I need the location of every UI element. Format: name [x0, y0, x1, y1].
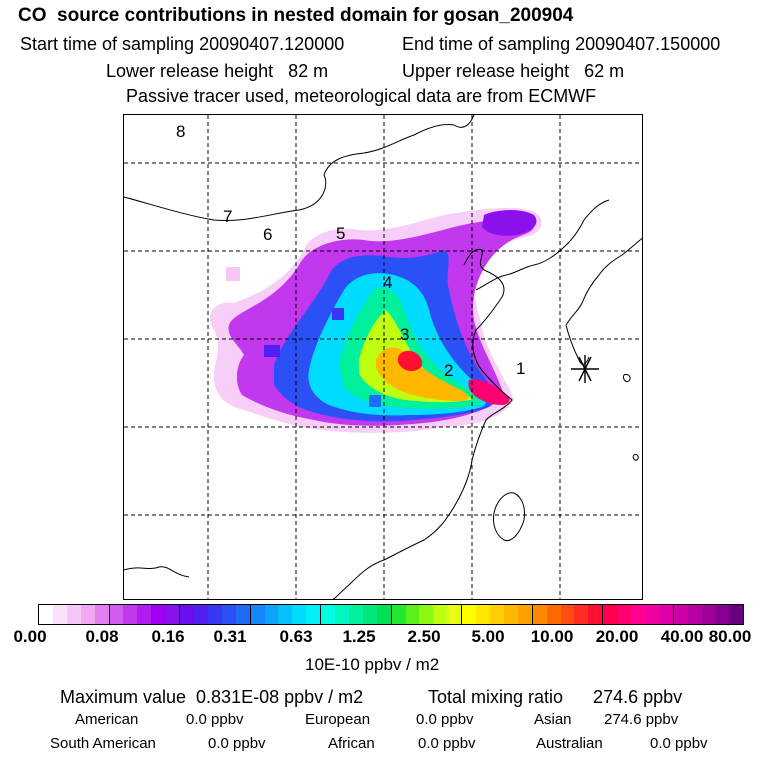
- lower-release-height: Lower release height 82 m: [106, 61, 329, 81]
- colorbar-segment: [658, 605, 674, 624]
- colorbar-tick: 2.50: [407, 627, 441, 646]
- colorbar-segment: [546, 605, 561, 624]
- source-south-american-value: 0.0 ppbv: [208, 735, 266, 752]
- map-panel: 1 2 3 4 5 6 7 8: [123, 114, 643, 600]
- colorbar-segment: [729, 605, 744, 624]
- colorbar-segment: [447, 605, 463, 624]
- region-label-1: 1: [516, 359, 526, 378]
- colorbar-tick: 0.31: [213, 627, 247, 646]
- start-time: Start time of sampling 20090407.120000: [20, 34, 345, 54]
- colorbar-segment: [701, 605, 716, 624]
- colorbar-segment: [278, 605, 293, 624]
- colorbar-tick: 80.00: [708, 627, 752, 646]
- map-canvas: [124, 115, 642, 599]
- colorbar-tick: 0.08: [85, 627, 119, 646]
- colorbar-segment: [66, 605, 81, 624]
- colorbar-segment: [588, 605, 604, 624]
- colorbar-segment: [180, 605, 194, 624]
- colorbar-segment: [321, 605, 336, 624]
- colorbar-segment: [405, 605, 420, 624]
- colorbar-segment: [715, 605, 730, 624]
- colorbar-segment: [348, 605, 363, 624]
- plot-title: CO source contributions in nested domain…: [18, 5, 574, 26]
- colorbar-segment: [94, 605, 110, 624]
- source-european-value: 0.0 ppbv: [416, 711, 474, 728]
- colorbar-segment: [250, 605, 265, 624]
- colorbar-segment: [419, 605, 434, 624]
- source-african-value: 0.0 ppbv: [418, 735, 476, 752]
- colorbar-segment: [80, 605, 95, 624]
- coastline: [124, 115, 642, 599]
- colorbar-segment: [207, 605, 222, 624]
- end-time: End time of sampling 20090407.150000: [402, 34, 721, 54]
- colorbar-segment: [376, 605, 392, 624]
- source-australian-value: 0.0 ppbv: [650, 735, 708, 752]
- colorbar-segment: [617, 605, 632, 624]
- colorbar-tick: 10.00: [530, 627, 574, 646]
- region-label-6: 6: [263, 225, 273, 244]
- colorbar-tick: 40.00: [660, 627, 704, 646]
- colorbar-segment: [532, 605, 547, 624]
- colorbar-segment: [292, 605, 307, 624]
- concentration-plume: [210, 207, 542, 433]
- colorbar-segment: [391, 605, 406, 624]
- colorbar-segment: [517, 605, 533, 624]
- colorbar-segment: [221, 605, 236, 624]
- colorbar-segment: [137, 605, 152, 624]
- source-african-label: African: [328, 735, 375, 752]
- colorbar-segment: [193, 605, 208, 624]
- colorbar-segment: [109, 605, 124, 624]
- colorbar-tick: 5.00: [471, 627, 505, 646]
- region-label-2: 2: [444, 361, 454, 380]
- colorbar-segment: [631, 605, 645, 624]
- colorbar-segment: [687, 605, 702, 624]
- source-american-value: 0.0 ppbv: [186, 711, 244, 728]
- source-south-american-label: South American: [50, 735, 156, 752]
- colorbar-segment: [123, 605, 138, 624]
- colorbar-segment: [574, 605, 589, 624]
- source-american-label: American: [75, 711, 139, 728]
- colorbar-segment: [52, 605, 67, 624]
- colorbar-tick: 0.00: [13, 627, 47, 646]
- source-asian-value: 274.6 ppbv: [604, 711, 679, 728]
- colorbar: [38, 604, 744, 625]
- region-label-5: 5: [336, 224, 346, 243]
- colorbar-segment: [362, 605, 377, 624]
- region-label-3: 3: [400, 325, 410, 344]
- colorbar-segment: [433, 605, 448, 624]
- colorbar-segment: [673, 605, 688, 624]
- colorbar-segment: [462, 605, 477, 624]
- colorbar-segment: [235, 605, 251, 624]
- colorbar-segment: [503, 605, 518, 624]
- receptor-asterisk-icon: [571, 355, 599, 383]
- source-asian-label: Asian: [534, 711, 572, 728]
- colorbar-tick: 20.00: [595, 627, 639, 646]
- colorbar-segment: [644, 605, 659, 624]
- colorbar-segment: [306, 605, 322, 624]
- colorbar-segment: [476, 605, 490, 624]
- source-european-label: European: [305, 711, 371, 728]
- colorbar-tick: 1.25: [342, 627, 376, 646]
- upper-release-height: Upper release height 62 m: [402, 61, 625, 81]
- colorbar-tick: 0.16: [151, 627, 185, 646]
- colorbar-segment: [560, 605, 575, 624]
- region-label-8: 8: [176, 122, 186, 141]
- region-label-7: 7: [223, 207, 233, 226]
- colorbar-segment: [151, 605, 166, 624]
- region-label-4: 4: [383, 273, 393, 292]
- colorbar-segment: [165, 605, 181, 624]
- colorbar-segment: [603, 605, 618, 624]
- colorbar-segment: [264, 605, 279, 624]
- colorbar-tick: 0.63: [279, 627, 313, 646]
- colorbar-units: 10E-10 ppbv / m2: [305, 655, 440, 674]
- graticule: [124, 115, 642, 599]
- passive-tracer-note: Passive tracer used, meteorological data…: [126, 86, 597, 106]
- colorbar-segment: [335, 605, 349, 624]
- colorbar-segment: [39, 605, 53, 624]
- source-australian-label: Australian: [536, 735, 603, 752]
- total-mixing-ratio: Total mixing ratio 274.6 ppbv: [428, 687, 683, 707]
- maximum-value: Maximum value 0.831E-08 ppbv / m2: [60, 687, 364, 707]
- colorbar-segment: [490, 605, 504, 624]
